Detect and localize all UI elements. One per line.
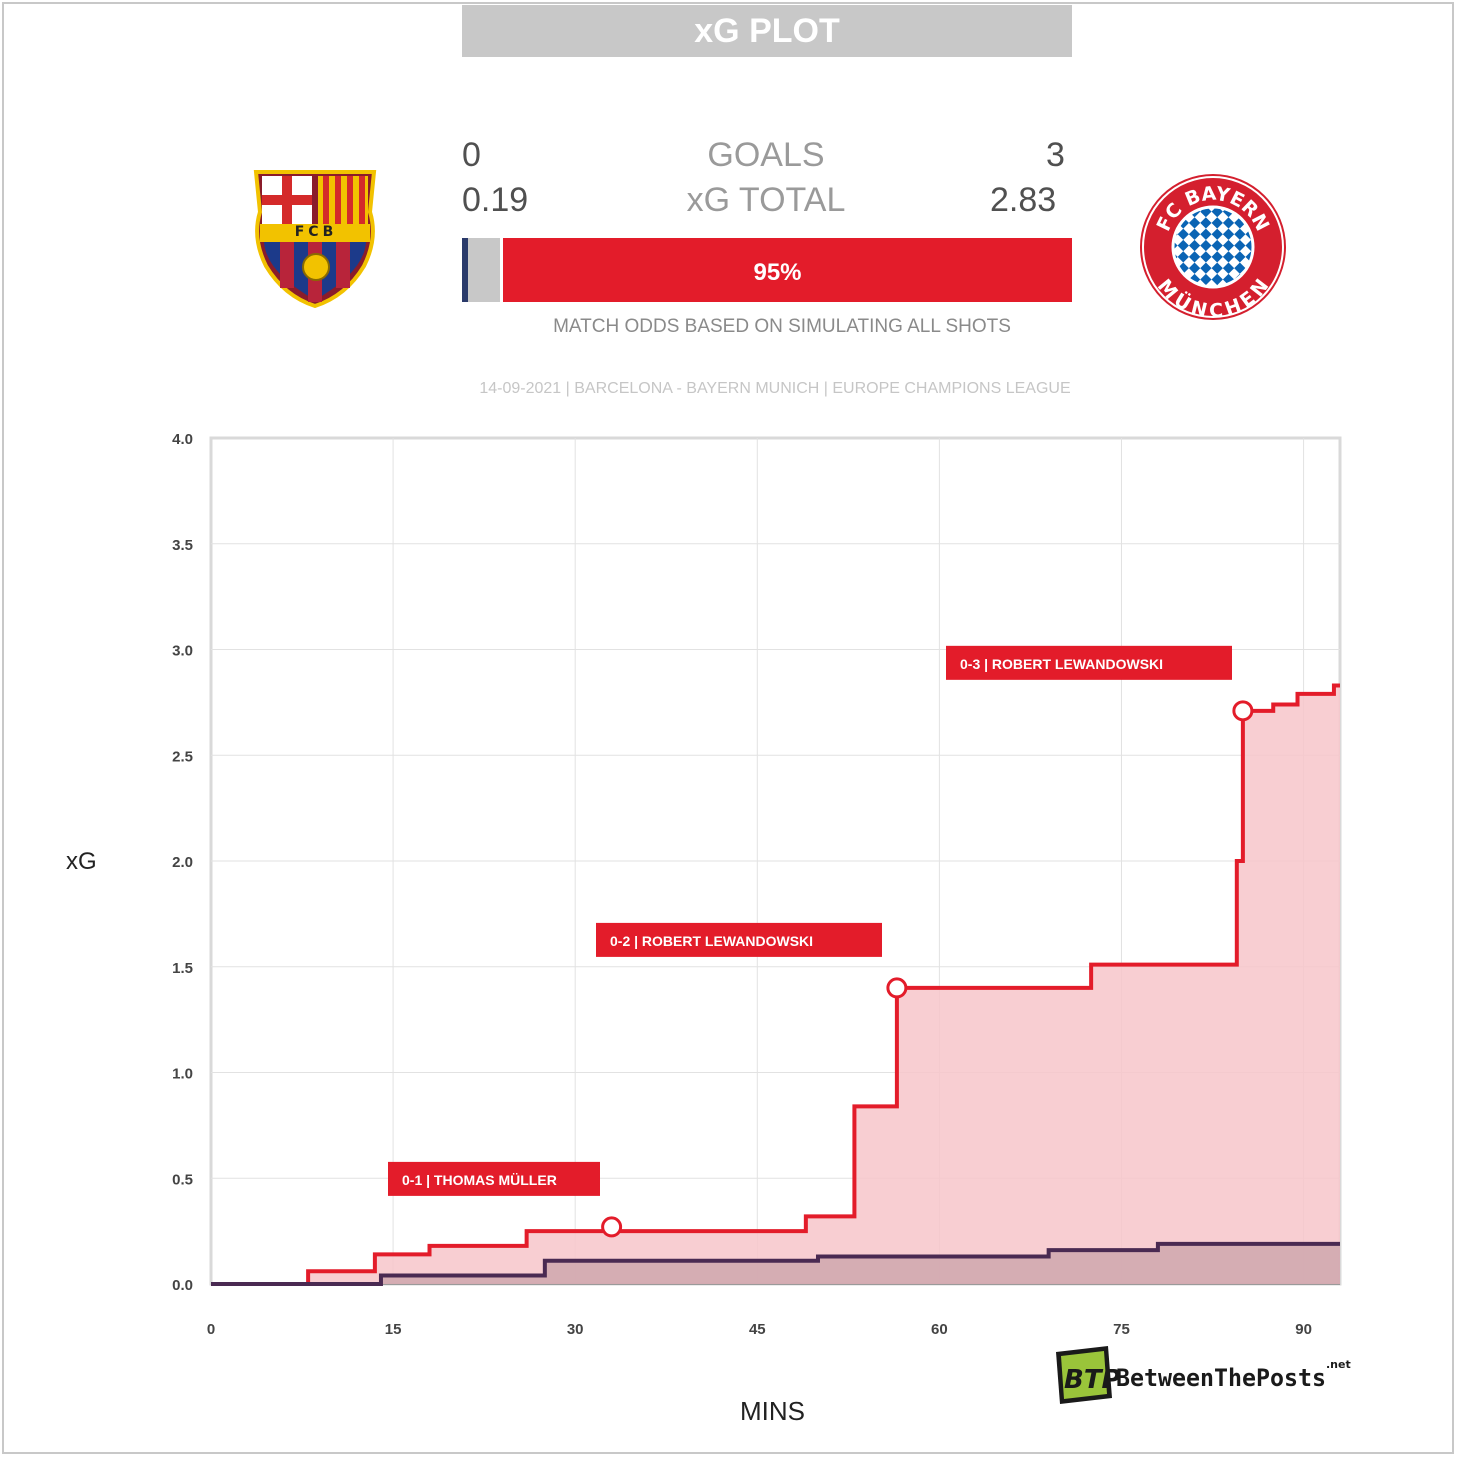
y-tick-label: 3.0: [172, 643, 193, 660]
goal-marker: [1232, 700, 1254, 722]
y-tick-label: 2.5: [172, 748, 193, 765]
y-tick-label: 1.5: [172, 960, 193, 977]
odds-caption: MATCH ODDS BASED ON SIMULATING ALL SHOTS: [553, 316, 1011, 337]
betweentheposts-logo: BTP BetweenThePosts .net: [1052, 1342, 1352, 1411]
home-goals: 0: [462, 136, 481, 174]
y-tick-label: 1.0: [172, 1066, 193, 1083]
y-tick-label: 2.0: [172, 854, 193, 871]
x-tick-label: 75: [1113, 1321, 1130, 1338]
xg-total-label: xG TOTAL: [686, 181, 846, 219]
match-odds-bar: 95%: [462, 238, 1072, 302]
odds-away-label: 95%: [753, 259, 802, 286]
y-axis-label: xG: [66, 848, 97, 875]
goal-annotation-label: 0-2 | ROBERT LEWANDOWSKI: [610, 933, 813, 949]
odds-away-segment: [503, 238, 1072, 302]
y-tick-label: 0.0: [172, 1277, 193, 1294]
goal-annotation-box: [388, 1161, 600, 1196]
away-xg-total: 2.83: [990, 181, 1057, 219]
y-tick-label: 0.5: [172, 1171, 193, 1188]
goal-annotation-box: [596, 922, 882, 957]
btp-suffix: .net: [1326, 1358, 1351, 1371]
fcb-crest-icon: FCB: [246, 168, 384, 313]
home-xg-total: 0.19: [462, 181, 529, 219]
btp-badge-text: BTP: [1064, 1365, 1121, 1395]
away-goals: 3: [1046, 136, 1065, 174]
series-area-barcelona: [211, 1243, 1340, 1284]
goal-annotation-label: 0-1 | THOMAS MÜLLER: [402, 1172, 557, 1188]
y-tick-label: 4.0: [172, 431, 193, 448]
series-line-bayern: [211, 683, 1340, 1286]
goal-marker: [601, 1216, 623, 1238]
match-info: 14-09-2021 | BARCELONA - BAYERN MUNICH |…: [479, 380, 1071, 397]
goal-annotation-label: 0-3 | ROBERT LEWANDOWSKI: [960, 656, 1163, 672]
xg-step-chart: 0.0 0.5 1.0 1.5 2.0 2.5 3.0 3.5 4.0 0 15 30 45 60 75 90…: [172, 431, 1342, 1338]
series-line-barcelona: [211, 1241, 1340, 1286]
goals-label: GOALS: [707, 136, 825, 174]
y-tick-label: 3.5: [172, 537, 193, 554]
x-tick-label: 30: [567, 1321, 584, 1338]
x-tick-label: 15: [385, 1321, 402, 1338]
x-tick-label: 90: [1295, 1321, 1312, 1338]
fc-bayern-munchen-crest-icon: FC BAYERN MÜNCHEN: [1138, 172, 1288, 327]
x-axis-label: MINS: [740, 1396, 805, 1426]
goal-marker: [886, 977, 908, 999]
x-tick-label: 60: [931, 1321, 948, 1338]
page-title: xG PLOT: [462, 5, 1072, 57]
fcb-crest-text: FCB: [294, 224, 338, 240]
btp-wordmark: BetweenThePosts: [1116, 1364, 1326, 1392]
x-tick-label: 45: [749, 1321, 766, 1338]
goal-annotation-box: [946, 645, 1232, 680]
series-area-bayern: [211, 685, 1340, 1284]
odds-draw-segment: [468, 238, 500, 302]
odds-home-segment: [462, 238, 468, 302]
x-tick-label: 0: [207, 1321, 215, 1338]
